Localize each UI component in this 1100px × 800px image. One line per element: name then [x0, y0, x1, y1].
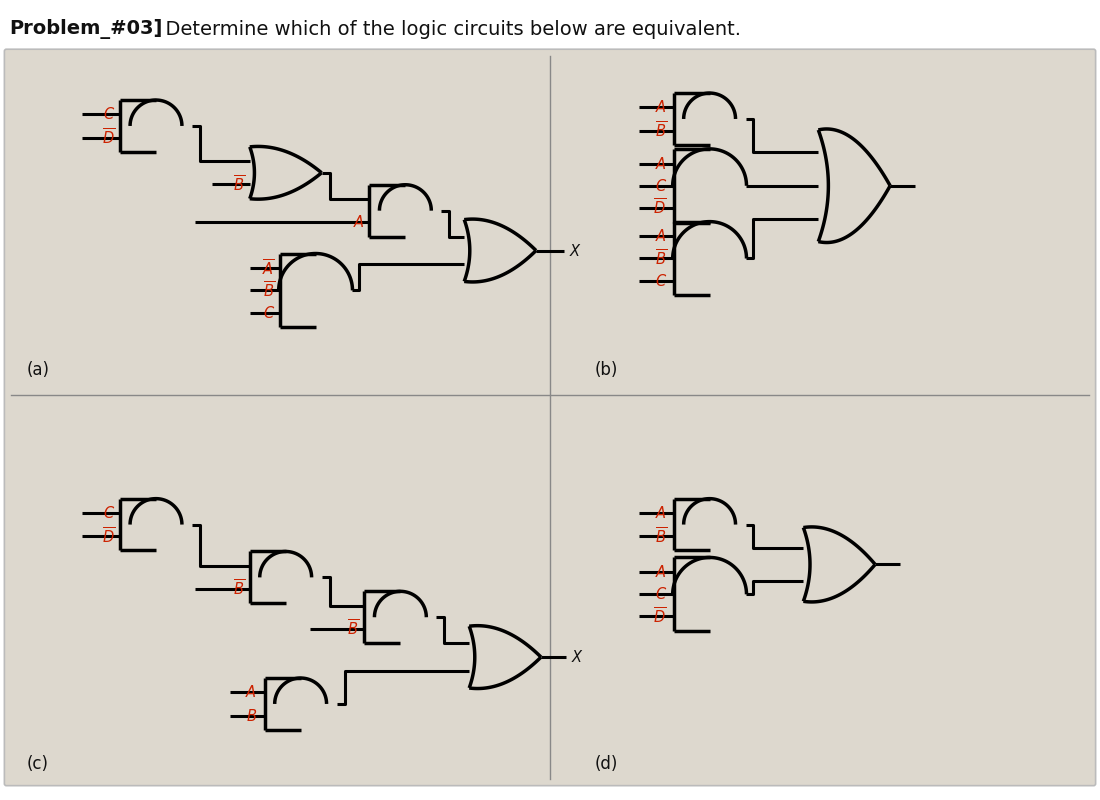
Text: (d): (d)	[595, 754, 618, 773]
Text: $\overline{B}$: $\overline{B}$	[233, 579, 245, 599]
Text: $\overline{B}$: $\overline{B}$	[654, 248, 667, 269]
Text: $\overline{D}$: $\overline{D}$	[653, 606, 667, 626]
Text: $C$: $C$	[654, 586, 667, 602]
Text: $\overline{B}$: $\overline{B}$	[263, 280, 275, 301]
Text: $X$: $X$	[569, 242, 582, 258]
Text: $A$: $A$	[654, 99, 667, 115]
Text: $A$: $A$	[245, 684, 256, 700]
Text: (a): (a)	[26, 361, 50, 379]
Text: $A$: $A$	[654, 564, 667, 580]
Text: $C$: $C$	[103, 505, 116, 521]
Text: $B$: $B$	[245, 708, 256, 724]
Text: (c): (c)	[26, 754, 48, 773]
Text: $\overline{B}$: $\overline{B}$	[654, 121, 667, 141]
FancyBboxPatch shape	[4, 50, 1096, 786]
Text: $A$: $A$	[353, 214, 364, 230]
Text: $C$: $C$	[263, 305, 275, 321]
Text: $\overline{D}$: $\overline{D}$	[653, 198, 667, 218]
Text: $\overline{D}$: $\overline{D}$	[102, 127, 116, 148]
Text: Problem_#03]: Problem_#03]	[10, 19, 163, 39]
Text: $C$: $C$	[654, 178, 667, 194]
Text: $A$: $A$	[654, 505, 667, 521]
Text: $C$: $C$	[103, 106, 116, 122]
Text: $\overline{A}$: $\overline{A}$	[262, 258, 275, 278]
Text: $X$: $X$	[571, 649, 584, 665]
Text: $A$: $A$	[654, 156, 667, 172]
Text: (b): (b)	[595, 361, 618, 379]
Text: $\overline{B}$: $\overline{B}$	[233, 174, 245, 194]
Text: $C$: $C$	[654, 273, 667, 289]
Text: Determine which of the logic circuits below are equivalent.: Determine which of the logic circuits be…	[153, 20, 741, 38]
Text: $\overline{B}$: $\overline{B}$	[348, 618, 360, 639]
Text: $\overline{D}$: $\overline{D}$	[102, 526, 116, 546]
Text: $A$: $A$	[654, 228, 667, 244]
Text: $\overline{B}$: $\overline{B}$	[654, 526, 667, 546]
